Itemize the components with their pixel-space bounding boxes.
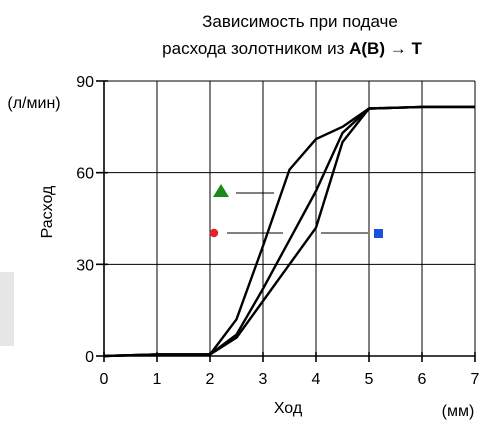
circle-marker — [209, 228, 219, 238]
y-tick-label: 60 — [76, 166, 94, 183]
chart-title-line2: расхода золотником из A(B) → T — [162, 39, 422, 58]
x-tick-label: 7 — [471, 371, 480, 388]
x-tick-label: 4 — [312, 371, 321, 388]
y-unit-label: (л/мин) — [7, 95, 60, 112]
markers — [209, 184, 383, 238]
y-tick-label: 30 — [76, 257, 94, 274]
chart-title-prefix: расхода золотником из — [162, 39, 349, 58]
x-tick-label: 0 — [100, 371, 109, 388]
x-tick-label: 1 — [153, 371, 162, 388]
series-line-circle — [103, 105, 475, 358]
grid — [104, 80, 476, 356]
x-tick-label: 2 — [206, 371, 215, 388]
chart-title-bold-ab: A(B) — [349, 39, 385, 58]
series-line-triangle — [103, 105, 475, 358]
series-line-square — [103, 105, 475, 358]
x-tick-label: 3 — [259, 371, 268, 388]
chart-title-arrow: → — [385, 39, 411, 58]
y-axis-label: Расход — [39, 185, 56, 238]
chart-title-bold-t: T — [411, 39, 422, 58]
axes — [96, 80, 476, 362]
x-tick-label: 6 — [418, 371, 427, 388]
triangle-marker — [213, 184, 229, 197]
y-tick-label: 0 — [85, 349, 94, 366]
square-marker — [374, 229, 383, 238]
curves — [103, 105, 475, 358]
x-axis-label: Ход — [274, 400, 303, 417]
x-unit-label: (мм) — [442, 403, 475, 420]
tick-labels: 0 1 2 3 4 5 6 7 0 30 60 90 — [76, 74, 479, 388]
side-panel — [0, 272, 14, 346]
x-tick-label: 5 — [365, 371, 374, 388]
y-tick-label: 90 — [76, 74, 94, 91]
chart-title-line1: Зависимость при подаче — [202, 12, 398, 31]
